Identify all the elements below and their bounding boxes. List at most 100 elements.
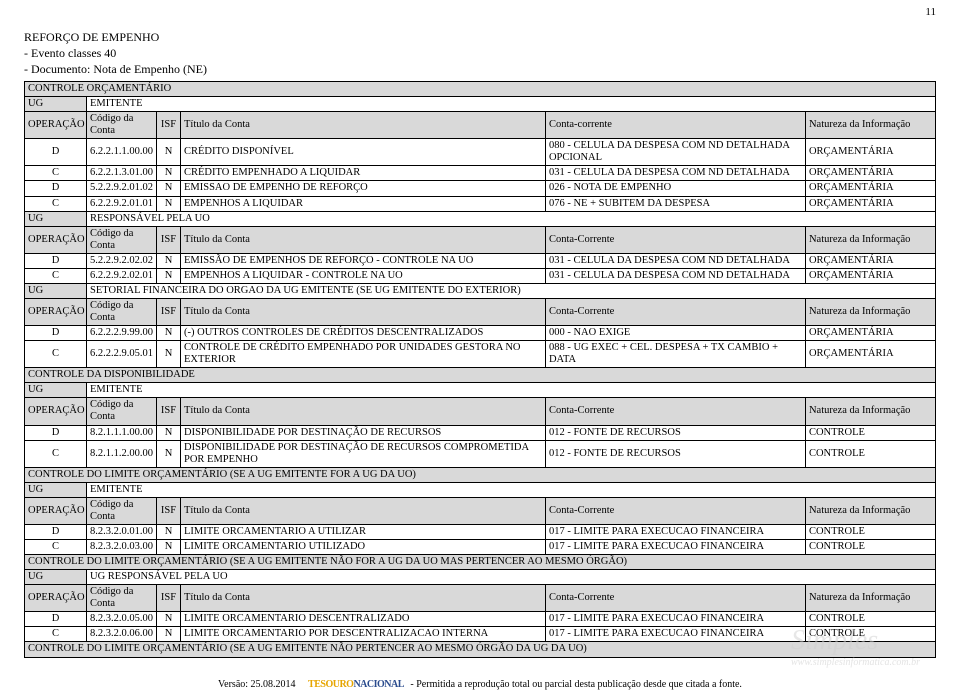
- data-row: D 8.2.1.1.1.00.00 N DISPONIBILIDADE POR …: [25, 425, 936, 440]
- section-row: CONTROLE DO LIMITE ORÇAMENTÁRIO (SE A UG…: [25, 467, 936, 482]
- cell-cc: 012 - FONTE DE RECURSOS: [545, 440, 805, 467]
- title-line-1: REFORÇO DE EMPENHO: [24, 30, 936, 45]
- cell-op: D: [25, 612, 87, 627]
- hdr-isf: ISF: [157, 497, 181, 524]
- header-row: OPERAÇÃO Código da Conta ISF Título da C…: [25, 497, 936, 524]
- hdr-isf: ISF: [157, 112, 181, 139]
- cell-op: D: [25, 425, 87, 440]
- cell-op: C: [25, 440, 87, 467]
- cell-tit: CONTROLE DE CRÉDITO EMPENHADO POR UNIDAD…: [181, 341, 546, 368]
- data-row: D 5.2.2.9.2.02.02 N EMISSÃO DE EMPENHOS …: [25, 253, 936, 268]
- cell-cc: 000 - NAO EXIGE: [545, 326, 805, 341]
- cell-op: C: [25, 268, 87, 283]
- hdr-isf: ISF: [157, 585, 181, 612]
- footer-logo: TESOURONACIONAL: [308, 679, 404, 690]
- cell-isf: N: [157, 166, 181, 181]
- cell-cod: 5.2.2.9.2.01.02: [87, 181, 157, 196]
- logo-part1: TESOURO: [308, 679, 353, 690]
- cell-nat: ORÇAMENTÁRIA: [805, 268, 935, 283]
- hdr-tit: Título da Conta: [181, 112, 546, 139]
- ug-row: UG SETORIAL FINANCEIRA DO ORGAO DA UG EM…: [25, 283, 936, 298]
- cell-cc: 017 - LIMITE PARA EXECUCAO FINANCEIRA: [545, 627, 805, 642]
- cell-cod: 8.2.3.2.0.05.00: [87, 612, 157, 627]
- hdr-op: OPERAÇÃO: [25, 497, 87, 524]
- hdr-nat: Natureza da Informação: [805, 398, 935, 425]
- document-heading: REFORÇO DE EMPENHO - Evento classes 40 -…: [24, 30, 936, 77]
- cell-tit: EMISSÃO DE EMPENHOS DE REFORÇO - CONTROL…: [181, 253, 546, 268]
- cell-isf: N: [157, 627, 181, 642]
- header-row: OPERAÇÃO Código da Conta ISF Título da C…: [25, 585, 936, 612]
- cell-isf: N: [157, 268, 181, 283]
- cell-isf: N: [157, 181, 181, 196]
- cell-nat: ORÇAMENTÁRIA: [805, 326, 935, 341]
- ug-value: RESPONSÁVEL PELA UO: [87, 211, 936, 226]
- ug-value: UG RESPONSÁVEL PELA UO: [87, 570, 936, 585]
- ug-row: UG EMITENTE: [25, 482, 936, 497]
- hdr-cod: Código da Conta: [87, 398, 157, 425]
- cell-cod: 8.2.3.2.0.03.00: [87, 540, 157, 555]
- hdr-isf: ISF: [157, 226, 181, 253]
- cell-tit: LIMITE ORCAMENTARIO POR DESCENTRALIZACAO…: [181, 627, 546, 642]
- cell-cod: 6.2.2.2.9.99.00: [87, 326, 157, 341]
- hdr-op: OPERAÇÃO: [25, 112, 87, 139]
- logo-part2: NACIONAL: [353, 679, 403, 690]
- cell-tit: LIMITE ORCAMENTARIO DESCENTRALIZADO: [181, 612, 546, 627]
- hdr-cc: Conta-Corrente: [545, 497, 805, 524]
- ug-row: UG UG RESPONSÁVEL PELA UO: [25, 570, 936, 585]
- ug-value: SETORIAL FINANCEIRA DO ORGAO DA UG EMITE…: [87, 283, 936, 298]
- section-title: CONTROLE ORÇAMENTÁRIO: [25, 82, 936, 97]
- cell-op: D: [25, 253, 87, 268]
- footer: Versão: 25.08.2014 TESOURONACIONAL - Per…: [0, 679, 960, 690]
- hdr-isf: ISF: [157, 298, 181, 325]
- hdr-cod: Código da Conta: [87, 226, 157, 253]
- hdr-nat: Natureza da Informação: [805, 112, 935, 139]
- footer-permission: - Permitida a reprodução total ou parcia…: [410, 679, 742, 690]
- footer-version: Versão: 25.08.2014: [218, 679, 296, 690]
- title-line-3: - Documento: Nota de Empenho (NE): [24, 62, 936, 77]
- cell-isf: N: [157, 196, 181, 211]
- cell-cc: 026 - NOTA DE EMPENHO: [545, 181, 805, 196]
- cell-nat: CONTROLE: [805, 440, 935, 467]
- header-row: OPERAÇÃO Código da Conta ISF Título da C…: [25, 226, 936, 253]
- cell-isf: N: [157, 139, 181, 166]
- cell-cod: 6.2.2.9.2.02.01: [87, 268, 157, 283]
- cell-tit: (-) OUTROS CONTROLES DE CRÉDITOS DESCENT…: [181, 326, 546, 341]
- cell-cc: 012 - FONTE DE RECURSOS: [545, 425, 805, 440]
- section-row: CONTROLE DA DISPONIBILIDADE: [25, 368, 936, 383]
- cell-isf: N: [157, 524, 181, 539]
- cell-tit: LIMITE ORCAMENTARIO UTILIZADO: [181, 540, 546, 555]
- cell-nat: ORÇAMENTÁRIA: [805, 196, 935, 211]
- data-row: C 6.2.2.9.2.01.01 N EMPENHOS A LIQUIDAR …: [25, 196, 936, 211]
- cell-isf: N: [157, 425, 181, 440]
- header-row: OPERAÇÃO Código da Conta ISF Título da C…: [25, 112, 936, 139]
- hdr-op: OPERAÇÃO: [25, 226, 87, 253]
- hdr-tit: Título da Conta: [181, 398, 546, 425]
- cell-op: C: [25, 540, 87, 555]
- cell-tit: LIMITE ORCAMENTARIO A UTILIZAR: [181, 524, 546, 539]
- cell-op: D: [25, 524, 87, 539]
- data-row: C 6.2.2.9.2.02.01 N EMPENHOS A LIQUIDAR …: [25, 268, 936, 283]
- data-row: C 6.2.2.1.3.01.00 N CRÉDITO EMPENHADO A …: [25, 166, 936, 181]
- cell-cc: 031 - CELULA DA DESPESA COM ND DETALHADA: [545, 268, 805, 283]
- data-row: D 6.2.2.1.1.00.00 N CRÉDITO DISPONÍVEL 0…: [25, 139, 936, 166]
- cell-cc: 088 - UG EXEC + CEL. DESPESA + TX CAMBIO…: [545, 341, 805, 368]
- cell-tit: CRÉDITO EMPENHADO A LIQUIDAR: [181, 166, 546, 181]
- ug-value: EMITENTE: [87, 383, 936, 398]
- data-row: C 8.2.3.2.0.03.00 N LIMITE ORCAMENTARIO …: [25, 540, 936, 555]
- cell-op: D: [25, 139, 87, 166]
- ug-label: UG: [25, 97, 87, 112]
- cell-cc: 017 - LIMITE PARA EXECUCAO FINANCEIRA: [545, 540, 805, 555]
- cell-cc: 076 - NE + SUBITEM DA DESPESA: [545, 196, 805, 211]
- hdr-op: OPERAÇÃO: [25, 398, 87, 425]
- hdr-cod: Código da Conta: [87, 497, 157, 524]
- hdr-op: OPERAÇÃO: [25, 585, 87, 612]
- cell-tit: DISPONIBILIDADE POR DESTINAÇÃO DE RECURS…: [181, 425, 546, 440]
- cell-tit: DISPONIBILIDADE POR DESTINAÇÃO DE RECURS…: [181, 440, 546, 467]
- ug-label: UG: [25, 283, 87, 298]
- cell-cod: 8.2.3.2.0.01.00: [87, 524, 157, 539]
- section-title: CONTROLE DA DISPONIBILIDADE: [25, 368, 936, 383]
- cell-op: C: [25, 627, 87, 642]
- cell-cod: 8.2.1.1.1.00.00: [87, 425, 157, 440]
- header-row: OPERAÇÃO Código da Conta ISF Título da C…: [25, 298, 936, 325]
- cell-cc: 031 - CELULA DA DESPESA COM ND DETALHADA: [545, 253, 805, 268]
